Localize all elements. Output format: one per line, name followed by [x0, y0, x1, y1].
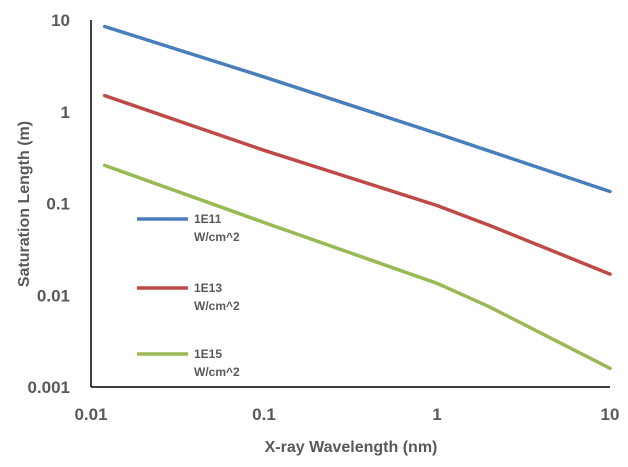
legend: 1E11 W/cm^2 1E13 W/cm^2 1E15 W/cm^2 [137, 212, 240, 379]
series-line-1 [102, 24, 612, 194]
x-tick-label: 10 [601, 405, 620, 424]
x-tick-label: 0.01 [74, 405, 107, 424]
y-tick-label: 0.01 [37, 286, 70, 305]
y-tick-label: 0.001 [27, 378, 70, 397]
legend-label-1: 1E11 W/cm^2 [194, 212, 240, 244]
y-tick-label: 0.1 [46, 195, 70, 214]
legend-label-2: 1E13 W/cm^2 [194, 281, 240, 313]
series-lines [102, 24, 612, 371]
y-tick-label: 1 [61, 103, 70, 122]
y-tick-label: 10 [51, 11, 70, 30]
series-line-2 [102, 93, 612, 276]
legend-label-3: 1E15 W/cm^2 [194, 347, 240, 379]
series-line-3 [102, 163, 612, 371]
x-axis-title: X-ray Wavelength (nm) [265, 439, 438, 456]
x-tick-label: 1 [432, 405, 441, 424]
x-tick-label: 0.1 [252, 405, 276, 424]
y-axis-title: Saturation Length (m) [16, 121, 33, 287]
